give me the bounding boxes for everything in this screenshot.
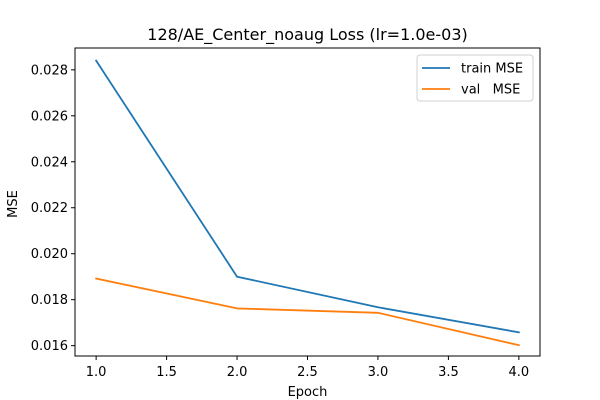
legend-label-0: train MSE [461,62,523,77]
x-axis-label: Epoch [288,385,328,400]
x-tick-label: 3.0 [368,365,389,380]
y-tick-label: 0.016 [31,339,68,354]
y-tick-label: 0.024 [31,155,68,170]
x-tick-label: 2.5 [297,365,318,380]
y-axis: 0.016 0.018 0.020 0.022 0.024 0.026 0.028 [31,63,75,354]
x-tick-label: 3.5 [438,365,459,380]
series-line-1 [95,277,520,347]
x-tick-label: 2.0 [227,365,248,380]
y-tick-label: 0.020 [31,247,68,262]
x-tick-label: 4.0 [509,365,530,380]
y-tick-label: 0.028 [31,63,68,78]
y-tick-label: 0.018 [31,293,68,308]
y-axis-label: MSE [6,190,21,218]
chart-title: 128/AE_Center_noaug Loss (lr=1.0e-03) [147,25,467,45]
x-tick-label: 1.0 [86,365,107,380]
legend-label-1: val MSE [461,83,520,98]
x-axis: 1.0 1.5 2.0 2.5 3.0 3.5 4.0 [86,356,529,380]
y-tick-label: 0.026 [31,109,68,124]
legend: train MSE val MSE [416,54,534,102]
series-line-0 [94,59,520,334]
x-tick-label: 1.5 [156,365,177,380]
y-tick-label: 0.022 [31,201,68,216]
